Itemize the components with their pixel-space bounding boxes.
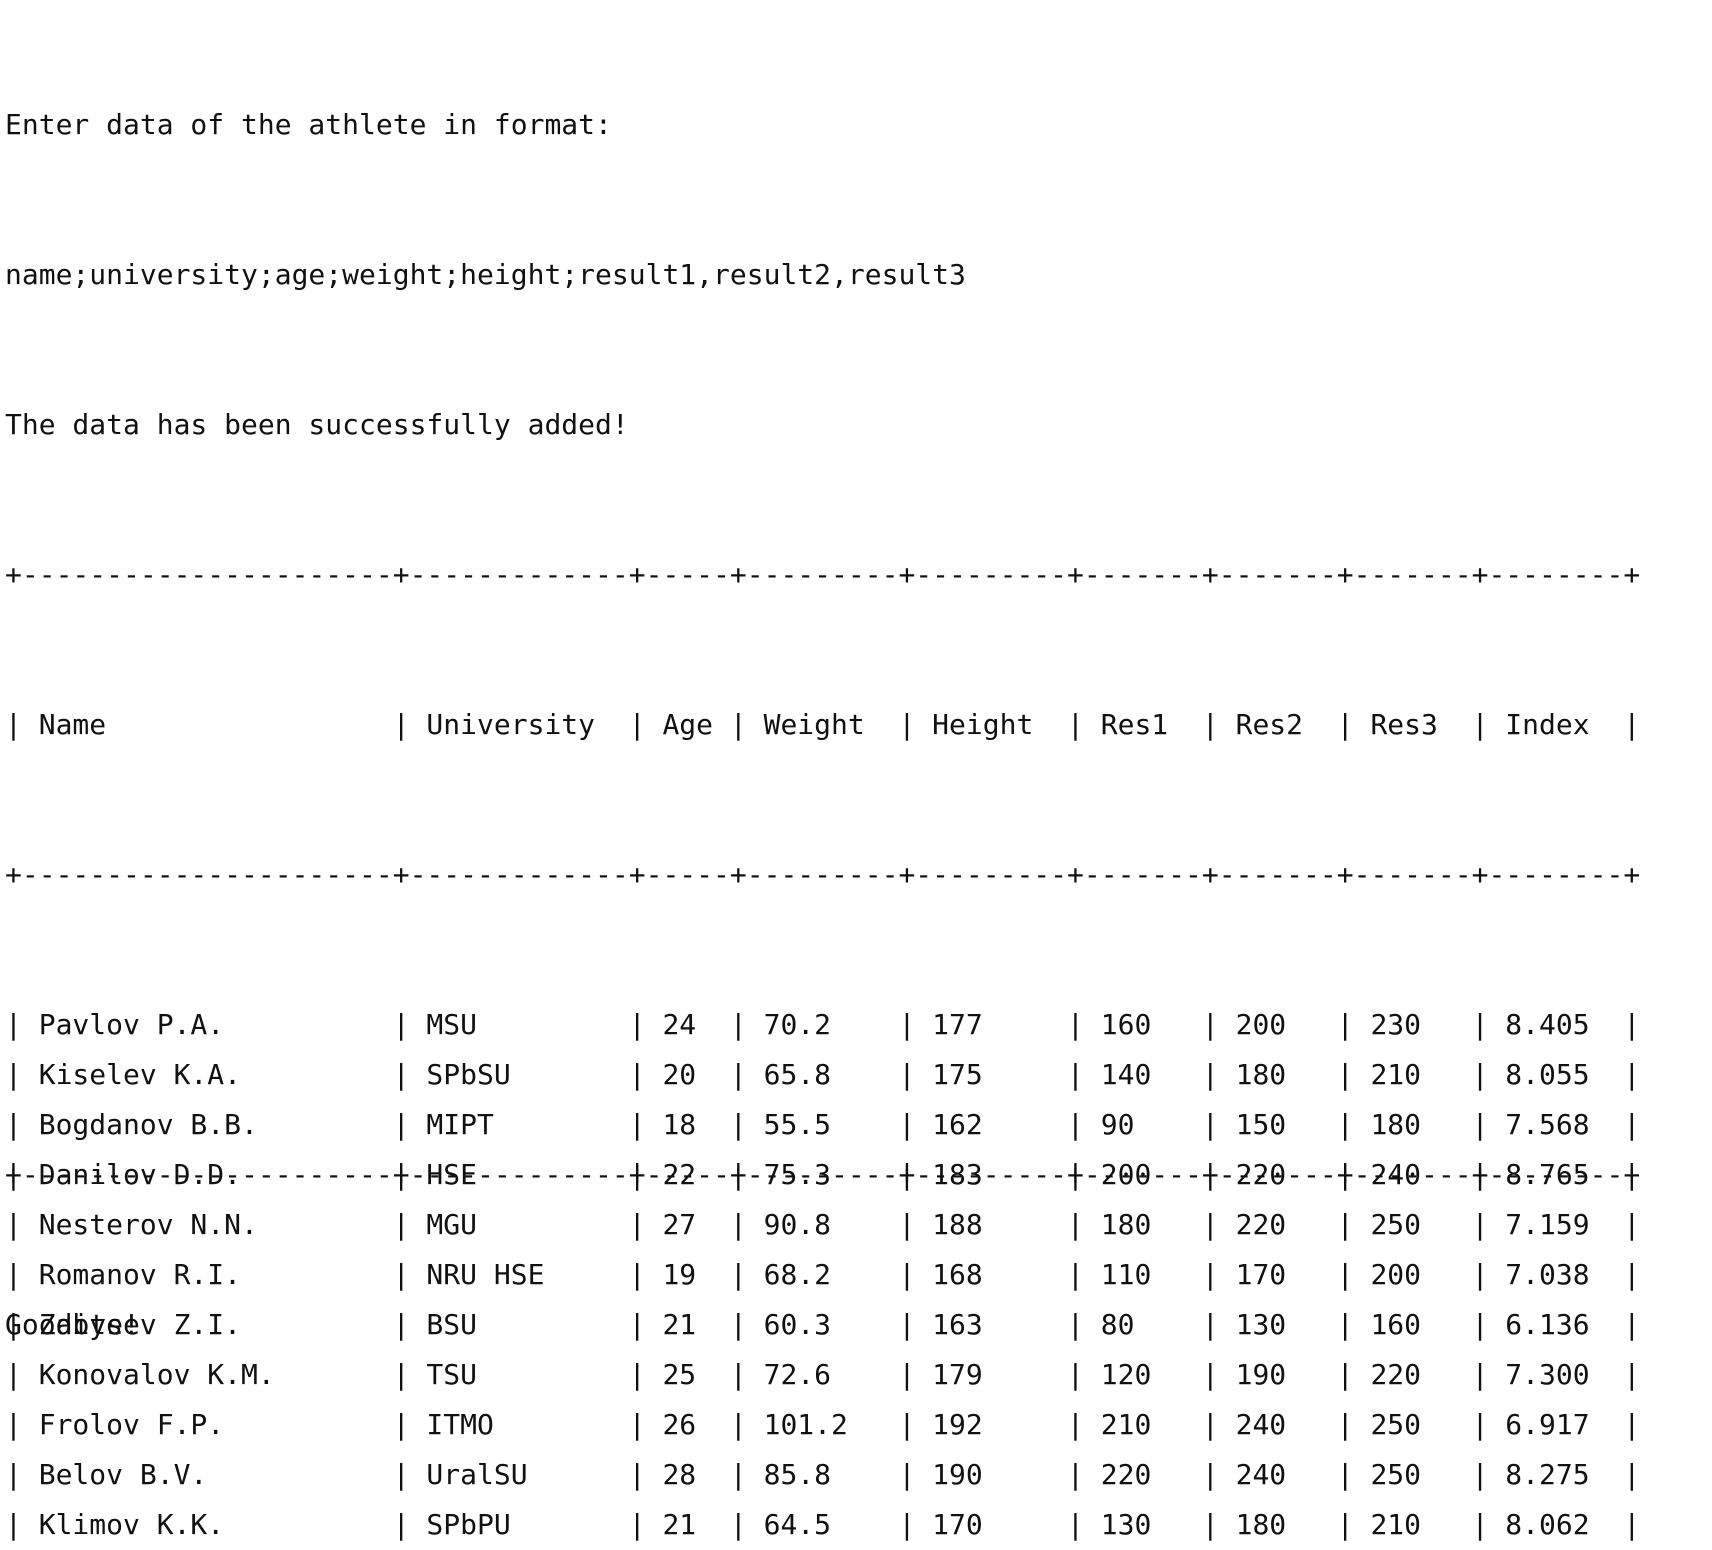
console-output: Enter data of the athlete in format: nam…	[5, 0, 1705, 1541]
success-message: The data has been successfully added!	[5, 408, 629, 441]
table-body: | Pavlov P.A. | MSU | 24 | 70.2 | 177 | …	[5, 1000, 1705, 1541]
table-row: | Kiselev K.A. | SPbSU | 20 | 65.8 | 175…	[5, 1058, 1641, 1091]
table-row: | Belov B.V. | UralSU | 28 | 85.8 | 190 …	[5, 1458, 1641, 1491]
table-row: | Frolov F.P. | ITMO | 26 | 101.2 | 192 …	[5, 1408, 1641, 1441]
table-border-top: +----------------------+-------------+--…	[5, 558, 1641, 591]
prompt-line-2: name;university;age;weight;height;result…	[5, 258, 966, 291]
table-row: | Zaitsev Z.I. | BSU | 21 | 60.3 | 163 |…	[5, 1308, 1641, 1341]
prompt-line-1: Enter data of the athlete in format:	[5, 108, 612, 141]
table-header-row: | Name | University | Age | Weight | Hei…	[5, 708, 1641, 741]
table-row: | Romanov R.I. | NRU HSE | 19 | 68.2 | 1…	[5, 1258, 1641, 1291]
table-row: | Klimov K.K. | SPbPU | 21 | 64.5 | 170 …	[5, 1508, 1641, 1541]
table-border-header: +----------------------+-------------+--…	[5, 858, 1641, 891]
table-border-bottom: +----------------------+-------------+--…	[5, 1158, 1641, 1191]
table-row: | Konovalov K.M. | TSU | 25 | 72.6 | 179…	[5, 1358, 1641, 1391]
table-row: | Nesterov N.N. | MGU | 27 | 90.8 | 188 …	[5, 1208, 1641, 1241]
table-row: | Bogdanov B.B. | MIPT | 18 | 55.5 | 162…	[5, 1108, 1641, 1141]
table-row: | Pavlov P.A. | MSU | 24 | 70.2 | 177 | …	[5, 1008, 1641, 1041]
